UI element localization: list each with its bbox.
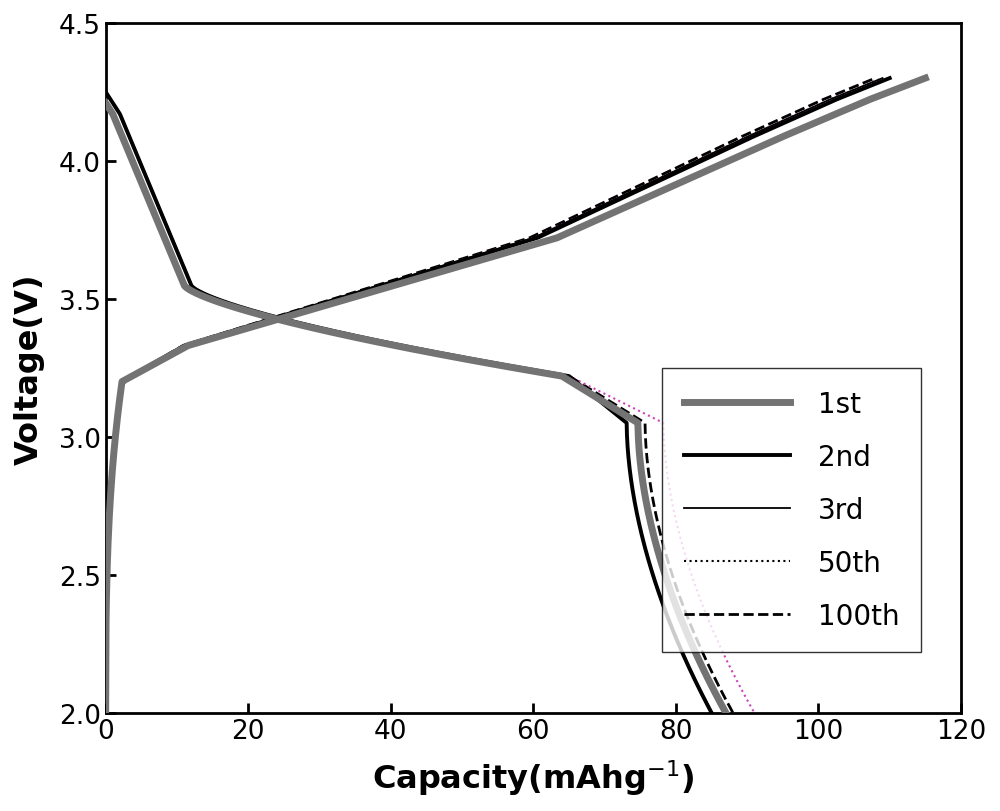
- Y-axis label: Voltage(V): Voltage(V): [14, 272, 45, 464]
- X-axis label: Capacity(mAhg$^{-1}$): Capacity(mAhg$^{-1}$): [372, 757, 694, 797]
- Legend: 1st, 2nd, 3rd, 50th, 100th: 1st, 2nd, 3rd, 50th, 100th: [662, 368, 921, 653]
